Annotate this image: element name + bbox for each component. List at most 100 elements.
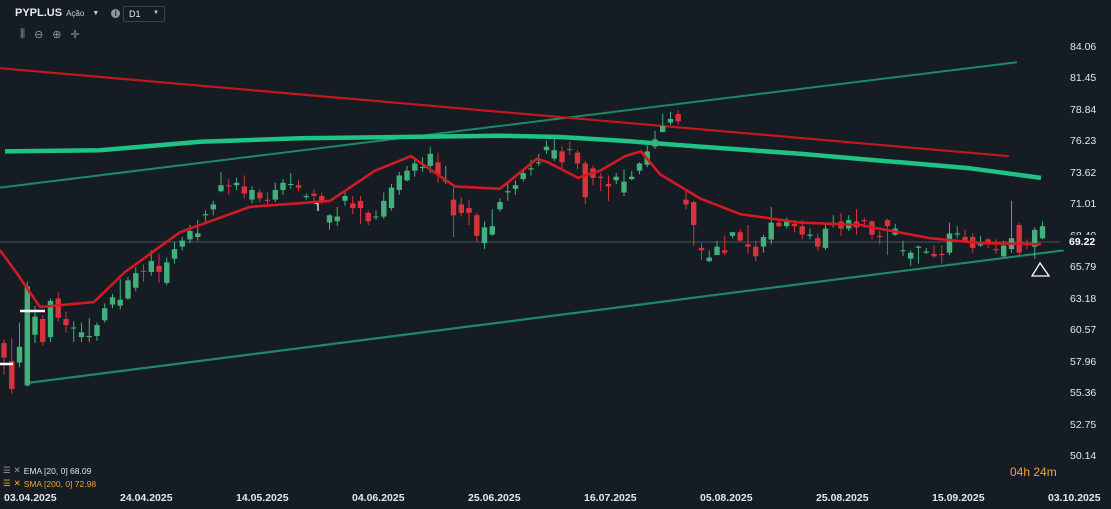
- symbol-header[interactable]: PYPL.US Ação ▼ i: [15, 5, 121, 21]
- candle: [125, 276, 131, 300]
- candles: [1, 110, 1046, 394]
- candle: [737, 228, 743, 242]
- candle: [714, 240, 720, 256]
- candle: [629, 170, 635, 181]
- candle: [156, 253, 162, 283]
- candle: [16, 322, 23, 368]
- candle: [357, 196, 364, 224]
- candle: [489, 209, 495, 236]
- candle: [621, 169, 627, 196]
- y-tick-label: 63.18: [1070, 292, 1097, 305]
- candle: [450, 187, 457, 237]
- candle: [24, 281, 30, 387]
- ema-20-line: [0, 150, 1042, 309]
- candle: [908, 250, 914, 266]
- candle: [636, 162, 643, 175]
- candle: [466, 199, 472, 225]
- candle: [559, 146, 565, 169]
- current-price-tag: 69.22: [1062, 235, 1111, 250]
- ema-label: EMA [20, 0] 68.09: [23, 465, 92, 476]
- candle: [303, 193, 309, 200]
- bar-chart-icon[interactable]: ⫼: [20, 28, 26, 40]
- candle: [288, 173, 294, 189]
- candle: [807, 228, 813, 240]
- menu-icon[interactable]: ☰: [3, 478, 11, 488]
- candle: [388, 184, 395, 211]
- x-tick-label: 05.08.2025: [700, 492, 753, 504]
- overlay-lines: [0, 61, 1065, 384]
- timeframe-select[interactable]: D1 ▼: [123, 6, 165, 22]
- candle: [326, 214, 333, 230]
- close-icon[interactable]: ✕: [13, 478, 21, 488]
- menu-icon[interactable]: ☰: [3, 465, 11, 475]
- candle: [543, 140, 550, 154]
- close-icon[interactable]: ✕: [13, 465, 21, 475]
- candle: [915, 245, 922, 264]
- candle: [40, 315, 46, 346]
- candle: [334, 206, 340, 227]
- symbol-dropdown-icon[interactable]: ▼: [92, 9, 100, 17]
- candle: [365, 210, 371, 225]
- candle: [497, 198, 503, 212]
- x-tick-label: 15.09.2025: [932, 492, 985, 504]
- candle: [226, 179, 232, 195]
- candle: [977, 235, 984, 247]
- candle: [822, 222, 829, 251]
- legend-ema[interactable]: ☰ ✕ EMA [20, 0] 68.09: [3, 465, 91, 476]
- candle: [1039, 221, 1046, 240]
- candle: [257, 188, 263, 203]
- candle: [993, 239, 999, 254]
- candle: [675, 110, 681, 125]
- y-tick-label: 57.96: [1070, 355, 1097, 368]
- annotations: [0, 201, 1051, 366]
- y-tick-label: 71.01: [1070, 198, 1097, 211]
- candle: [939, 245, 945, 264]
- chart-toolbar: ⫼ ⊖ ⊕ ✛: [20, 28, 80, 41]
- candle: [71, 321, 77, 342]
- y-tick-label: 65.79: [1070, 261, 1097, 274]
- x-tick-label: 25.06.2025: [468, 492, 521, 504]
- candle: [698, 243, 705, 260]
- zoom-in-icon[interactable]: ⊕: [52, 29, 62, 41]
- candle: [605, 175, 612, 201]
- candle: [412, 158, 418, 177]
- candle: [435, 152, 441, 183]
- candle: [652, 130, 658, 149]
- candle: [923, 247, 929, 254]
- x-tick-label: 25.08.2025: [816, 492, 869, 504]
- candle: [869, 220, 875, 240]
- candle: [218, 171, 224, 193]
- candle: [55, 292, 61, 322]
- candle: [760, 234, 767, 253]
- candle: [133, 267, 139, 292]
- x-tick-label: 03.04.2025: [4, 492, 57, 504]
- candle: [567, 141, 573, 155]
- candle: [233, 177, 240, 190]
- candle: [931, 245, 937, 258]
- zoom-out-icon[interactable]: ⊖: [34, 29, 44, 41]
- crosshair-icon[interactable]: ✛: [70, 29, 80, 41]
- y-tick-label: 76.23: [1070, 135, 1097, 148]
- candle: [179, 237, 185, 251]
- candle: [613, 173, 619, 184]
- x-tick-label: 04.06.2025: [352, 492, 405, 504]
- info-icon[interactable]: i: [111, 8, 121, 18]
- candle: [171, 241, 178, 264]
- candle: [342, 192, 348, 206]
- candle: [877, 231, 883, 245]
- y-tick-label: 50.14: [1070, 450, 1097, 462]
- channel-lower-line: [27, 249, 1065, 384]
- candle: [241, 175, 247, 199]
- y-tick-label: 81.45: [1070, 72, 1097, 85]
- candle: [164, 257, 170, 286]
- candle: [745, 225, 751, 254]
- legend-sma[interactable]: ☰ ✕ SMA [200, 0] 72.98: [3, 478, 96, 489]
- candle: [458, 197, 464, 217]
- candle: [846, 215, 852, 231]
- chevron-down-icon: ▼: [153, 10, 159, 16]
- candle: [954, 226, 960, 239]
- candle: [830, 215, 836, 228]
- candle: [481, 221, 488, 250]
- candle: [962, 229, 968, 242]
